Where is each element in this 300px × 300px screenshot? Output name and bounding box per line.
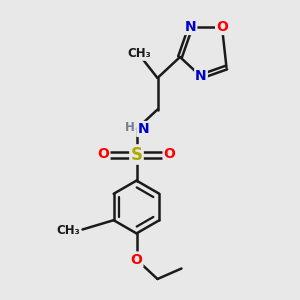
Text: N: N <box>195 70 207 83</box>
Text: O: O <box>216 20 228 34</box>
Text: O: O <box>98 148 110 161</box>
Text: N: N <box>185 20 196 34</box>
Text: CH₃: CH₃ <box>128 47 152 60</box>
Text: CH₃: CH₃ <box>56 224 80 238</box>
Text: O: O <box>130 253 142 266</box>
Text: H: H <box>125 121 135 134</box>
Text: O: O <box>164 148 175 161</box>
Text: N: N <box>137 122 149 136</box>
Text: S: S <box>130 146 142 164</box>
